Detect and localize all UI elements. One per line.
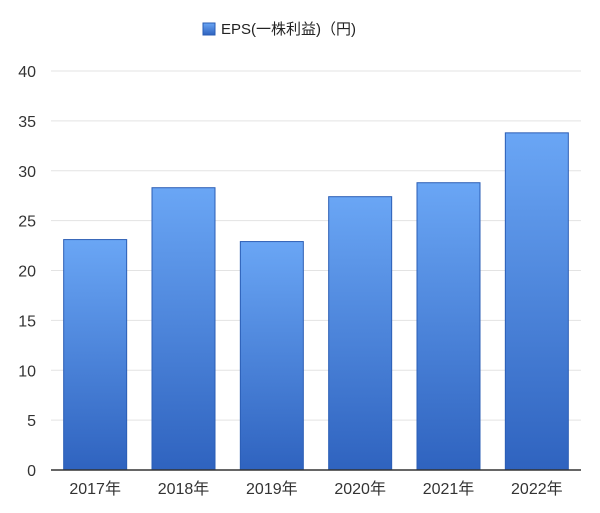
x-tick-label-2018年: 2018年 [158,480,210,498]
y-tick-label-30: 30 [18,164,36,181]
bar-2017年 [63,239,128,471]
x-tick-label-2020年: 2020年 [334,480,386,498]
legend: EPS(一株利益)（円) [202,21,356,38]
legend-swatch [202,22,216,36]
y-tick-label-40: 40 [18,64,36,81]
x-tick-label-2021年: 2021年 [423,480,475,498]
bar-2021年 [416,182,481,471]
bars [63,132,569,471]
y-tick-label-10: 10 [18,363,36,380]
bar-2022年 [504,132,569,471]
y-axis-ticks: 0 5 10 15 20 25 30 35 40 [18,64,36,480]
y-tick-label-0: 0 [27,463,36,480]
gridlines [51,70,581,421]
y-tick-label-25: 25 [18,214,36,231]
x-tick-label-2019年: 2019年 [246,480,298,498]
y-tick-label-20: 20 [18,264,36,281]
bar-2020年 [328,196,393,471]
bar-2018年 [151,187,216,471]
bar-2019年 [239,241,304,471]
x-tick-label-2022年: 2022年 [511,480,563,498]
x-tick-label-2017年: 2017年 [69,480,121,498]
y-tick-label-35: 35 [18,114,36,131]
x-axis-ticks: 2017年 2018年 2019年 2020年 2021年 2022年 [69,480,562,498]
legend-label: EPS(一株利益)（円) [221,21,356,38]
y-tick-label-5: 5 [27,413,36,430]
y-tick-label-15: 15 [18,313,36,330]
